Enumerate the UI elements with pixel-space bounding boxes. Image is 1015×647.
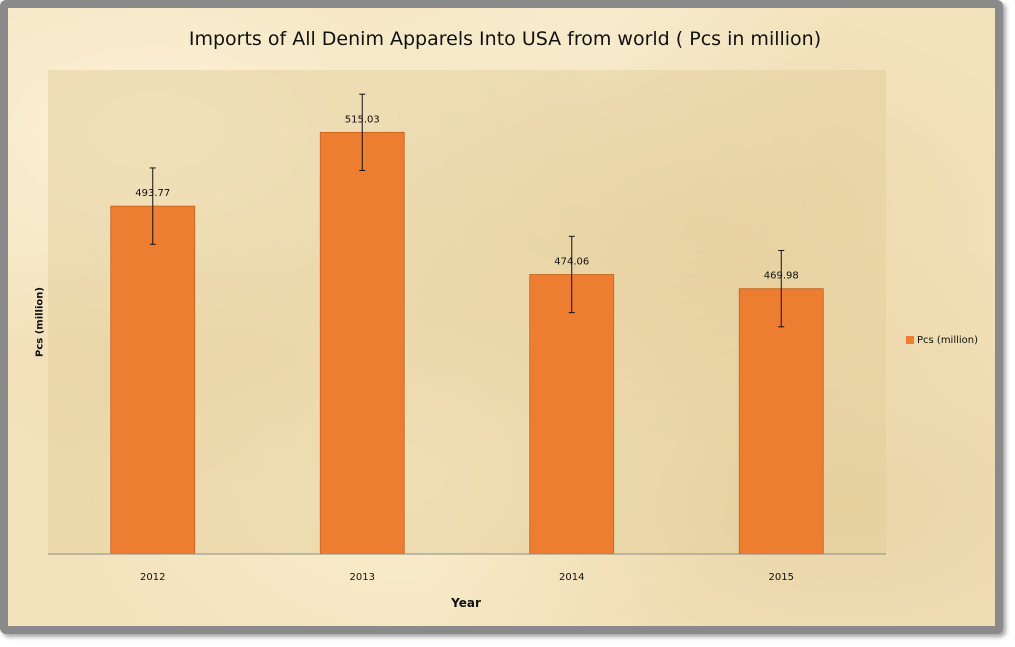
error-bar-2012 bbox=[149, 167, 156, 245]
chart-title: Imports of All Denim Apparels Into USA f… bbox=[188, 28, 822, 50]
error-bar-2015 bbox=[778, 249, 785, 328]
legend-label: Pcs (million) bbox=[917, 335, 979, 346]
error-bar-2014 bbox=[568, 235, 575, 314]
x-tick-label-2014: 2014 bbox=[559, 572, 584, 583]
x-tick-label-2015: 2015 bbox=[769, 572, 794, 583]
bar-2012 bbox=[110, 205, 196, 555]
error-bar-2013 bbox=[359, 93, 366, 172]
legend-swatch bbox=[906, 336, 914, 344]
bar-2013 bbox=[319, 131, 405, 555]
data-label-2013: 515.03 bbox=[345, 114, 380, 125]
x-tick-label-2012: 2012 bbox=[140, 572, 165, 583]
data-label-2015: 469.98 bbox=[764, 271, 799, 282]
x-axis-label: Year bbox=[451, 596, 481, 610]
data-label-2012: 493.77 bbox=[135, 188, 170, 199]
x-tick-label-2013: 2013 bbox=[350, 572, 375, 583]
bar-2014 bbox=[529, 274, 615, 555]
bar-2015 bbox=[738, 288, 824, 555]
legend: Pcs (million) bbox=[906, 335, 978, 346]
data-label-2014: 474.06 bbox=[554, 256, 589, 267]
